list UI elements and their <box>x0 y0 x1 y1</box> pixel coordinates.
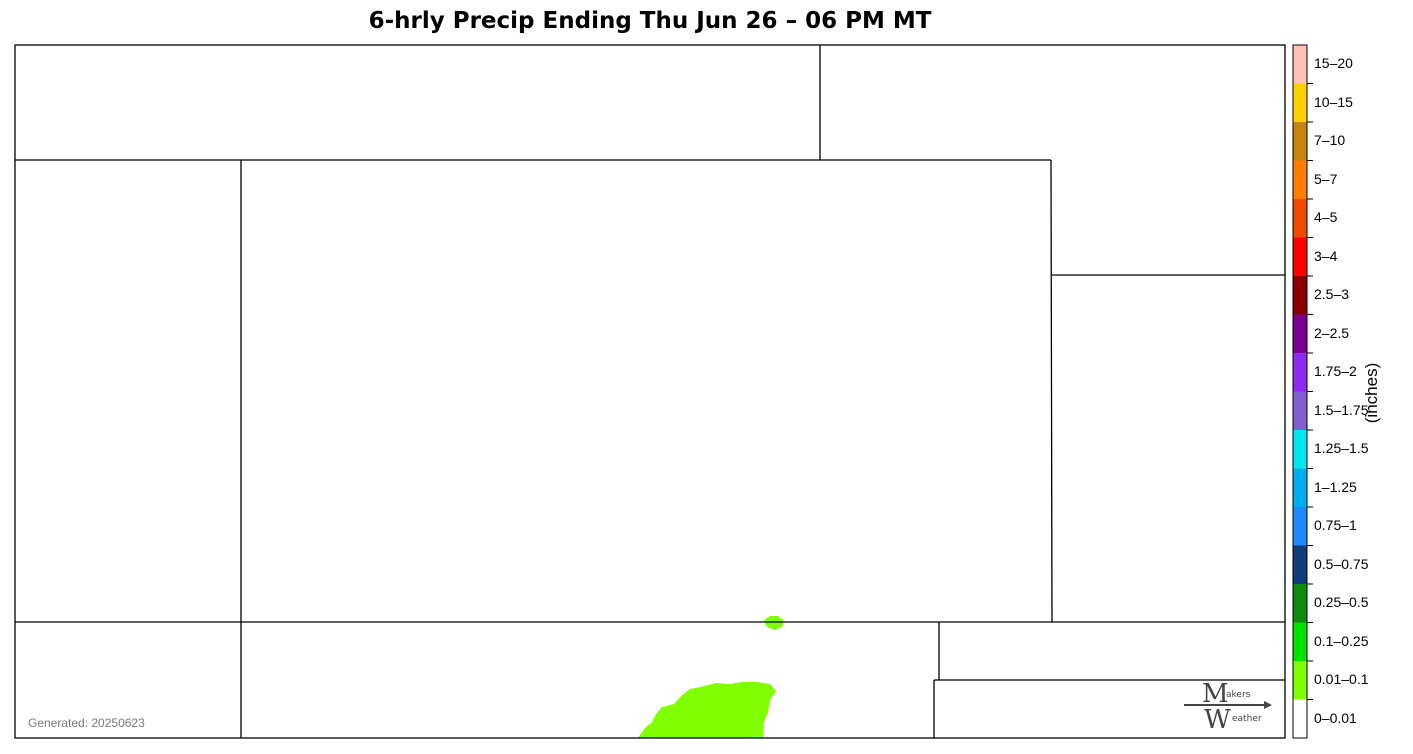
legend-label: 15–20 <box>1314 55 1353 72</box>
legend-swatch <box>1293 699 1307 738</box>
legend-label: 1.5–1.75 <box>1314 401 1369 418</box>
legend-label: 0.01–0.1 <box>1314 671 1369 688</box>
legend-label: 1.25–1.5 <box>1314 440 1369 457</box>
legend-label: 0.5–0.75 <box>1314 555 1369 572</box>
precip-area-main <box>638 682 776 738</box>
legend-swatch <box>1293 507 1307 546</box>
legend-label: 0.25–0.5 <box>1314 594 1369 611</box>
legend-swatch <box>1293 391 1307 430</box>
logo-bottom-text: eather <box>1232 714 1262 724</box>
legend-swatch <box>1293 160 1307 199</box>
legend-label: 1–1.25 <box>1314 478 1357 495</box>
svg-text:W: W <box>1204 705 1231 734</box>
map-title: 6-hrly Precip Ending Thu Jun 26 – 06 PM … <box>368 8 932 34</box>
legend-swatch <box>1293 545 1307 584</box>
legend-swatch <box>1293 199 1307 238</box>
legend-swatch <box>1293 314 1307 353</box>
precip-map <box>14 44 1286 739</box>
legend-swatch <box>1293 430 1307 469</box>
state-boundaries <box>14 44 1286 739</box>
legend-label: 2–2.5 <box>1314 324 1350 341</box>
legend-label: 5–7 <box>1314 170 1338 187</box>
legend-swatch <box>1293 45 1307 84</box>
legend-swatch <box>1293 584 1307 623</box>
legend-swatch <box>1293 237 1307 276</box>
generated-date: Generated: 20250623 <box>28 716 145 730</box>
legend-swatch <box>1293 661 1307 700</box>
legend-label: 0.1–0.25 <box>1314 632 1369 649</box>
legend-swatch <box>1293 122 1307 161</box>
legend-label: 4–5 <box>1314 209 1338 226</box>
legend-label: 0–0.01 <box>1314 709 1357 726</box>
legend-label: 1.75–2 <box>1314 363 1357 380</box>
legend-label: 10–15 <box>1314 93 1353 110</box>
precip-area-small <box>764 616 784 630</box>
makers-weather-logo: M akers W eather <box>1184 679 1272 734</box>
legend-swatch <box>1293 83 1307 122</box>
legend-label: 0.75–1 <box>1314 517 1357 534</box>
logo-top-text: akers <box>1226 690 1251 700</box>
legend-label: 2.5–3 <box>1314 286 1350 303</box>
color-legend <box>1292 44 1313 739</box>
legend-label: 3–4 <box>1314 247 1338 264</box>
legend-label: 7–10 <box>1314 132 1346 149</box>
legend-units: (inches) <box>1362 362 1381 424</box>
legend-swatch <box>1293 353 1307 392</box>
legend-swatch <box>1293 622 1307 661</box>
legend-swatch <box>1293 276 1307 315</box>
legend-swatch <box>1293 468 1307 507</box>
